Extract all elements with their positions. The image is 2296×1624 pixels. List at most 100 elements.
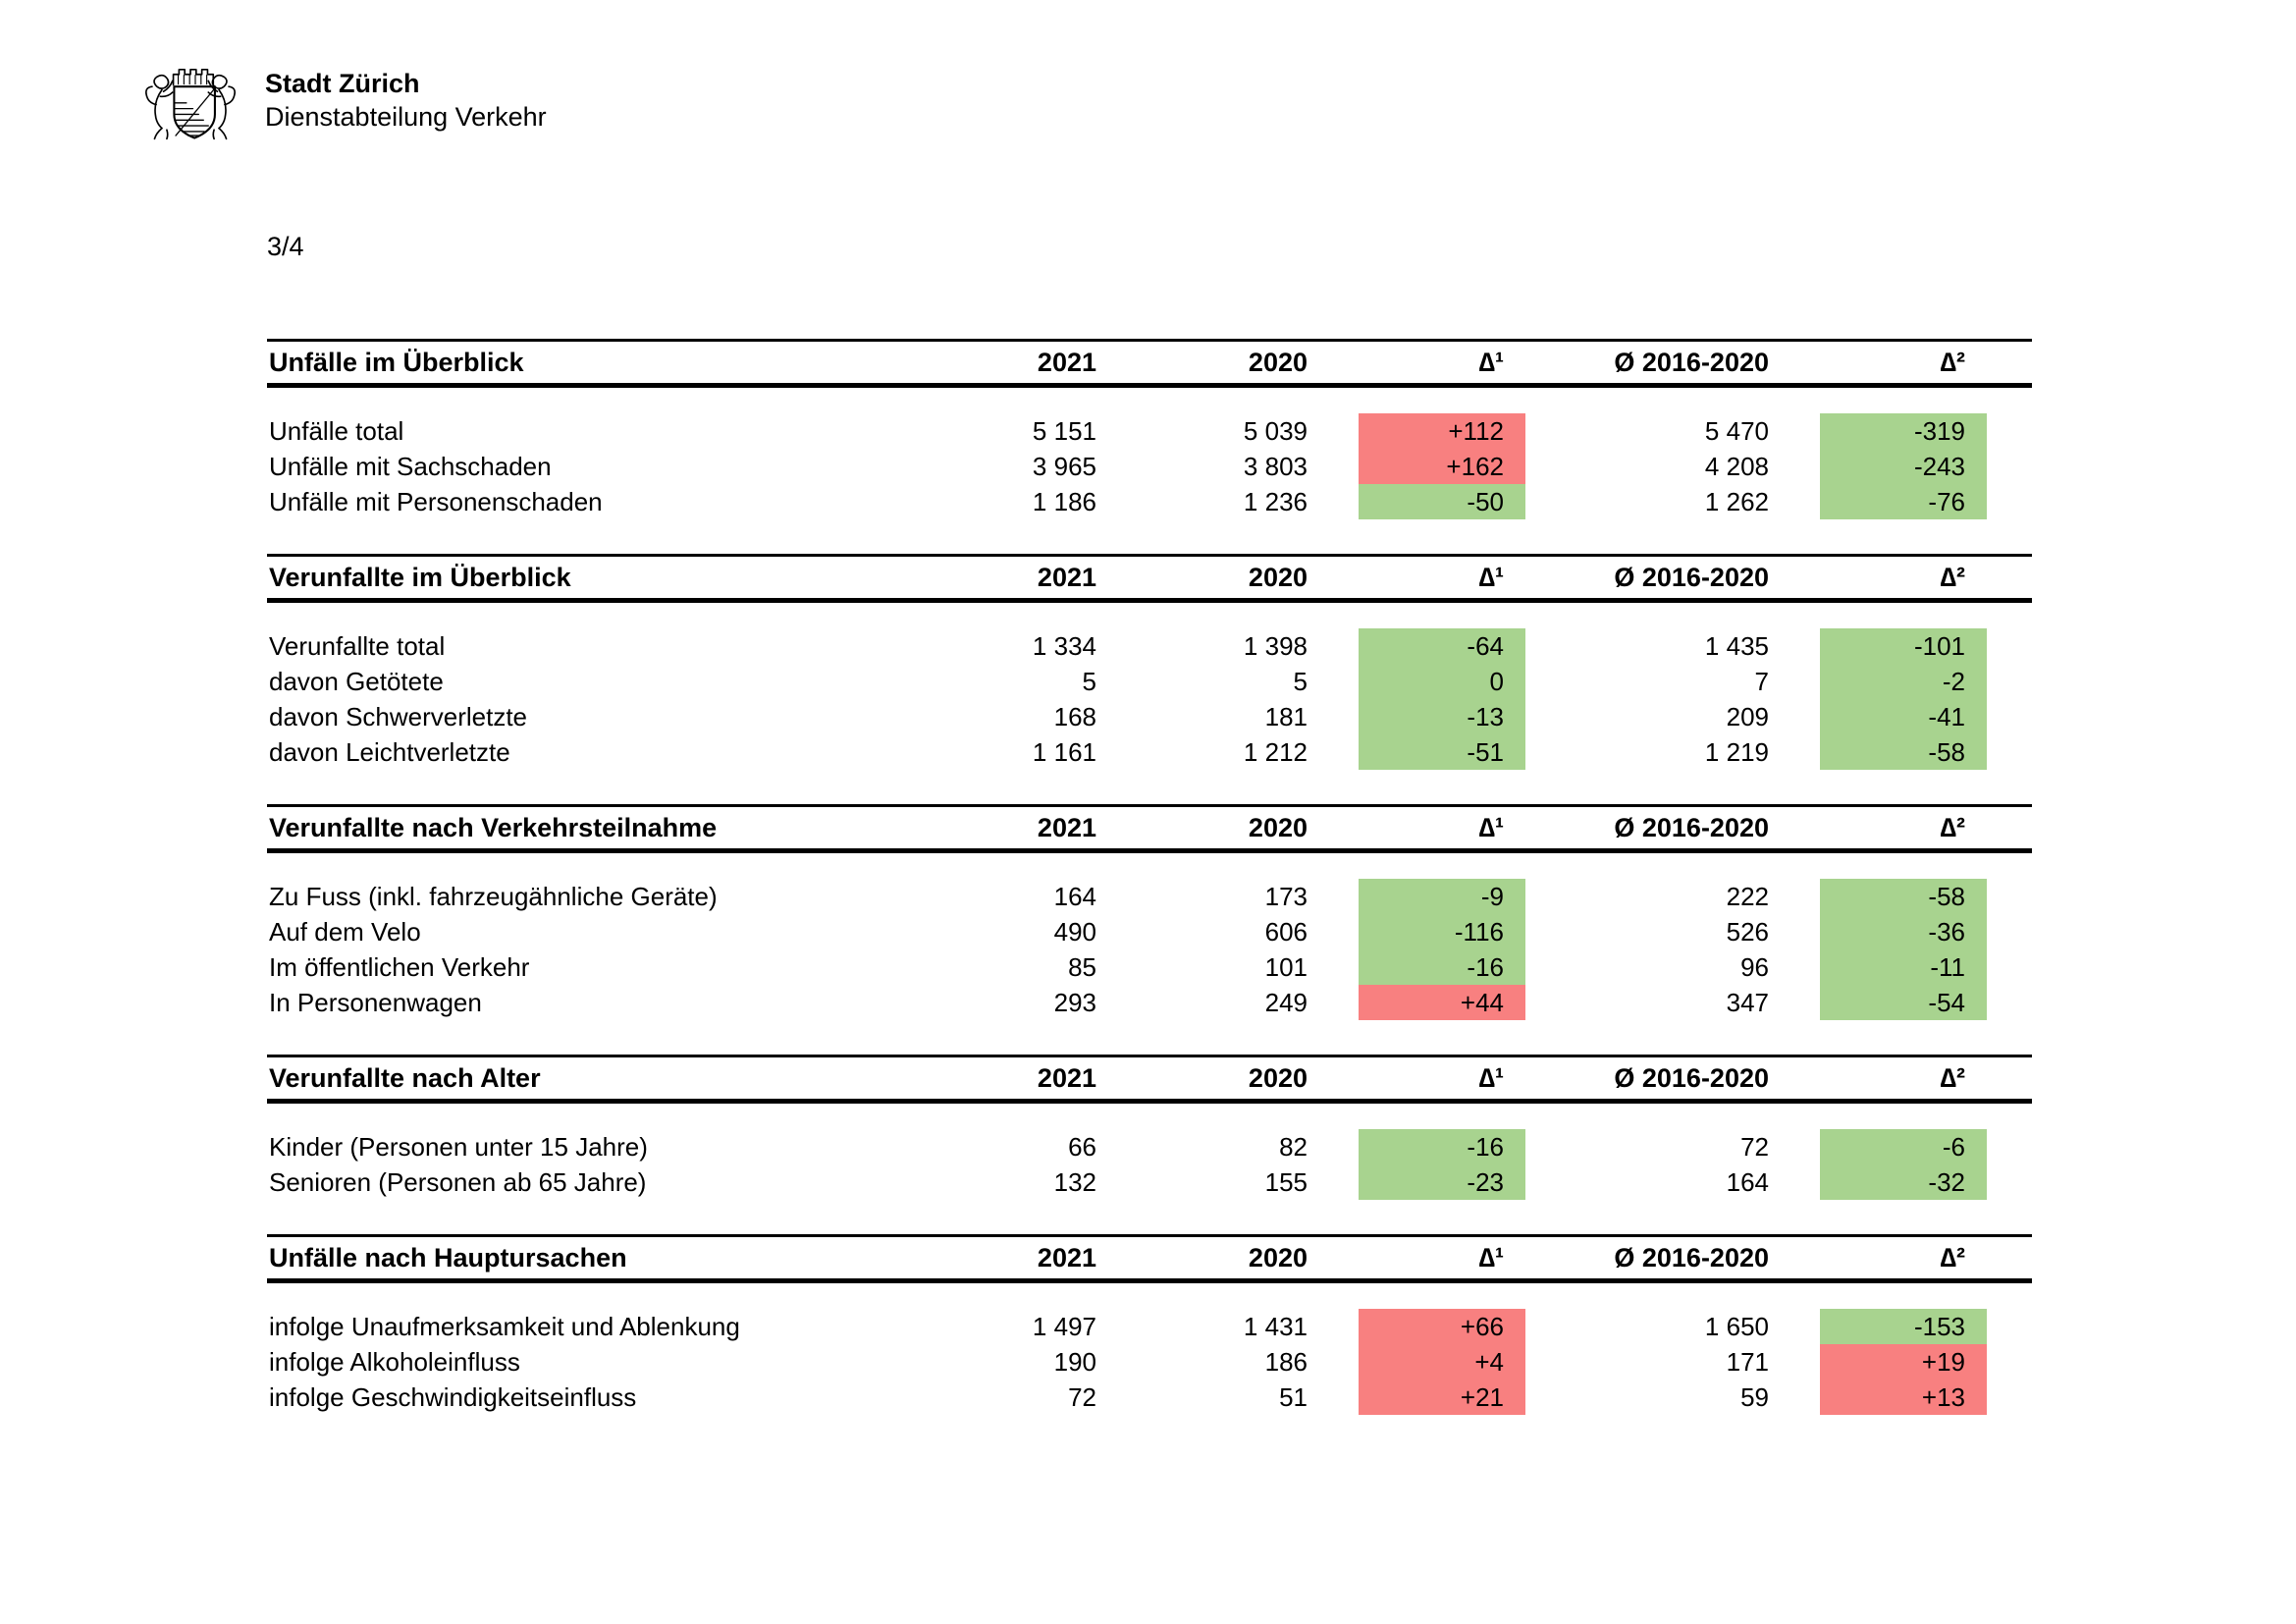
col-header-delta2: ∆² — [1940, 1242, 1965, 1272]
statistics-tables: Unfälle im Überblick 2021 2020 ∆¹ Ø 2016… — [267, 339, 2032, 1449]
delta-vs-2020: -16 — [1359, 1129, 1525, 1164]
value-avg-2016-2020: 7 — [1754, 666, 1769, 696]
delta-vs-avg: -153 — [1820, 1309, 1987, 1344]
org-name-block: Stadt Zürich Dienstabteilung Verkehr — [265, 57, 547, 147]
table-row: Unfälle total 5 151 5 039 +112 5 470 -31… — [267, 413, 2032, 449]
delta-vs-avg: -54 — [1820, 985, 1987, 1020]
table-verunfallte-nach-alter: Verunfallte nach Alter 2021 2020 ∆¹ Ø 20… — [267, 1055, 2032, 1200]
page-number: 3/4 — [267, 232, 304, 261]
delta-vs-avg: +19 — [1820, 1344, 1987, 1380]
col-header-2021: 2021 — [1037, 812, 1096, 842]
delta-vs-avg: -101 — [1820, 628, 1987, 664]
value-2020: 181 — [1264, 701, 1308, 731]
table-title: Verunfallte im Überblick — [269, 562, 571, 592]
value-avg-2016-2020: 5 470 — [1704, 415, 1769, 446]
value-2021: 5 151 — [1032, 415, 1096, 446]
col-header-2021: 2021 — [1037, 1242, 1096, 1272]
row-label: In Personenwagen — [269, 987, 482, 1017]
delta-vs-2020: +162 — [1359, 449, 1525, 484]
delta-vs-avg: -2 — [1820, 664, 1987, 699]
blank-row — [267, 1104, 2032, 1129]
col-header-avg-2016-2020: Ø 2016-2020 — [1614, 1062, 1769, 1093]
table-header-row: Verunfallte nach Alter 2021 2020 ∆¹ Ø 20… — [267, 1055, 2032, 1104]
value-2020: 249 — [1264, 987, 1308, 1017]
delta-vs-2020: -64 — [1359, 628, 1525, 664]
value-avg-2016-2020: 209 — [1726, 701, 1769, 731]
col-header-delta2: ∆² — [1940, 812, 1965, 842]
value-2021: 85 — [1068, 951, 1096, 982]
blank-row — [267, 853, 2032, 879]
col-header-delta1: ∆¹ — [1478, 1242, 1504, 1272]
delta-vs-2020: -116 — [1359, 914, 1525, 949]
delta-vs-2020: 0 — [1359, 664, 1525, 699]
row-label: Senioren (Personen ab 65 Jahre) — [269, 1166, 647, 1197]
delta-vs-2020: -51 — [1359, 734, 1525, 770]
delta-vs-avg: -76 — [1820, 484, 1987, 519]
stadt-zuerich-coat-of-arms-logo — [145, 68, 236, 140]
delta-vs-2020: +4 — [1359, 1344, 1525, 1380]
table-title: Verunfallte nach Verkehrsteilnahme — [269, 812, 718, 842]
delta-vs-2020: -50 — [1359, 484, 1525, 519]
delta-vs-avg: +13 — [1820, 1380, 1987, 1415]
col-header-delta2: ∆² — [1940, 347, 1965, 377]
value-avg-2016-2020: 526 — [1726, 916, 1769, 947]
table-row: infolge Geschwindigkeitseinfluss 72 51 +… — [267, 1380, 2032, 1415]
col-header-delta1: ∆¹ — [1478, 562, 1504, 592]
row-label: infolge Alkoholeinfluss — [269, 1346, 520, 1377]
value-avg-2016-2020: 222 — [1726, 881, 1769, 911]
table-row: Senioren (Personen ab 65 Jahre) 132 155 … — [267, 1164, 2032, 1200]
col-header-avg-2016-2020: Ø 2016-2020 — [1614, 1242, 1769, 1272]
delta-vs-2020: -23 — [1359, 1164, 1525, 1200]
col-header-delta1: ∆¹ — [1478, 1062, 1504, 1093]
value-2020: 173 — [1264, 881, 1308, 911]
row-label: Verunfallte total — [269, 630, 446, 661]
value-avg-2016-2020: 1 262 — [1704, 486, 1769, 516]
value-avg-2016-2020: 4 208 — [1704, 451, 1769, 481]
value-2021: 66 — [1068, 1131, 1096, 1162]
blank-row — [267, 603, 2032, 628]
letterhead: Stadt Zürich Dienstabteilung Verkehr — [137, 57, 547, 147]
table-row: In Personenwagen 293 249 +44 347 -54 — [267, 985, 2032, 1020]
value-2020: 5 — [1293, 666, 1308, 696]
col-header-avg-2016-2020: Ø 2016-2020 — [1614, 347, 1769, 377]
table-row: infolge Alkoholeinfluss 190 186 +4 171 +… — [267, 1344, 2032, 1380]
table-row: Kinder (Personen unter 15 Jahre) 66 82 -… — [267, 1129, 2032, 1164]
delta-vs-avg: -58 — [1820, 879, 1987, 914]
table-title: Unfälle im Überblick — [269, 347, 524, 377]
delta-vs-avg: -58 — [1820, 734, 1987, 770]
col-header-2020: 2020 — [1248, 562, 1308, 592]
row-label: Unfälle mit Personenschaden — [269, 486, 603, 516]
table-unfaelle-im-ueberblick: Unfälle im Überblick 2021 2020 ∆¹ Ø 2016… — [267, 339, 2032, 519]
table-row: Auf dem Velo 490 606 -116 526 -36 — [267, 914, 2032, 949]
value-2021: 1 161 — [1032, 736, 1096, 767]
table-row: Im öffentlichen Verkehr 85 101 -16 96 -1… — [267, 949, 2032, 985]
table-row: Unfälle mit Personenschaden 1 186 1 236 … — [267, 484, 2032, 519]
table-header-row: Unfälle nach Hauptursachen 2021 2020 ∆¹ … — [267, 1234, 2032, 1283]
table-row: Zu Fuss (inkl. fahrzeugähnliche Geräte) … — [267, 879, 2032, 914]
value-avg-2016-2020: 72 — [1740, 1131, 1769, 1162]
value-avg-2016-2020: 347 — [1726, 987, 1769, 1017]
table-row: davon Getötete 5 5 0 7 -2 — [267, 664, 2032, 699]
col-header-2020: 2020 — [1248, 1062, 1308, 1093]
value-2021: 490 — [1053, 916, 1096, 947]
table-row: davon Schwerverletzte 168 181 -13 209 -4… — [267, 699, 2032, 734]
delta-vs-2020: +112 — [1359, 413, 1525, 449]
row-label: davon Schwerverletzte — [269, 701, 528, 731]
value-2020: 155 — [1264, 1166, 1308, 1197]
col-header-2021: 2021 — [1037, 347, 1096, 377]
row-label: Zu Fuss (inkl. fahrzeugähnliche Geräte) — [269, 881, 718, 911]
col-header-2021: 2021 — [1037, 562, 1096, 592]
row-label: davon Leichtverletzte — [269, 736, 510, 767]
table-row: davon Leichtverletzte 1 161 1 212 -51 1 … — [267, 734, 2032, 770]
col-header-2020: 2020 — [1248, 812, 1308, 842]
delta-vs-avg: -41 — [1820, 699, 1987, 734]
col-header-delta2: ∆² — [1940, 562, 1965, 592]
row-label: Unfälle mit Sachschaden — [269, 451, 552, 481]
delta-vs-2020: -13 — [1359, 699, 1525, 734]
delta-vs-2020: +66 — [1359, 1309, 1525, 1344]
value-2021: 164 — [1053, 881, 1096, 911]
value-2021: 293 — [1053, 987, 1096, 1017]
col-header-2020: 2020 — [1248, 347, 1308, 377]
delta-vs-avg: -32 — [1820, 1164, 1987, 1200]
delta-vs-2020: -9 — [1359, 879, 1525, 914]
